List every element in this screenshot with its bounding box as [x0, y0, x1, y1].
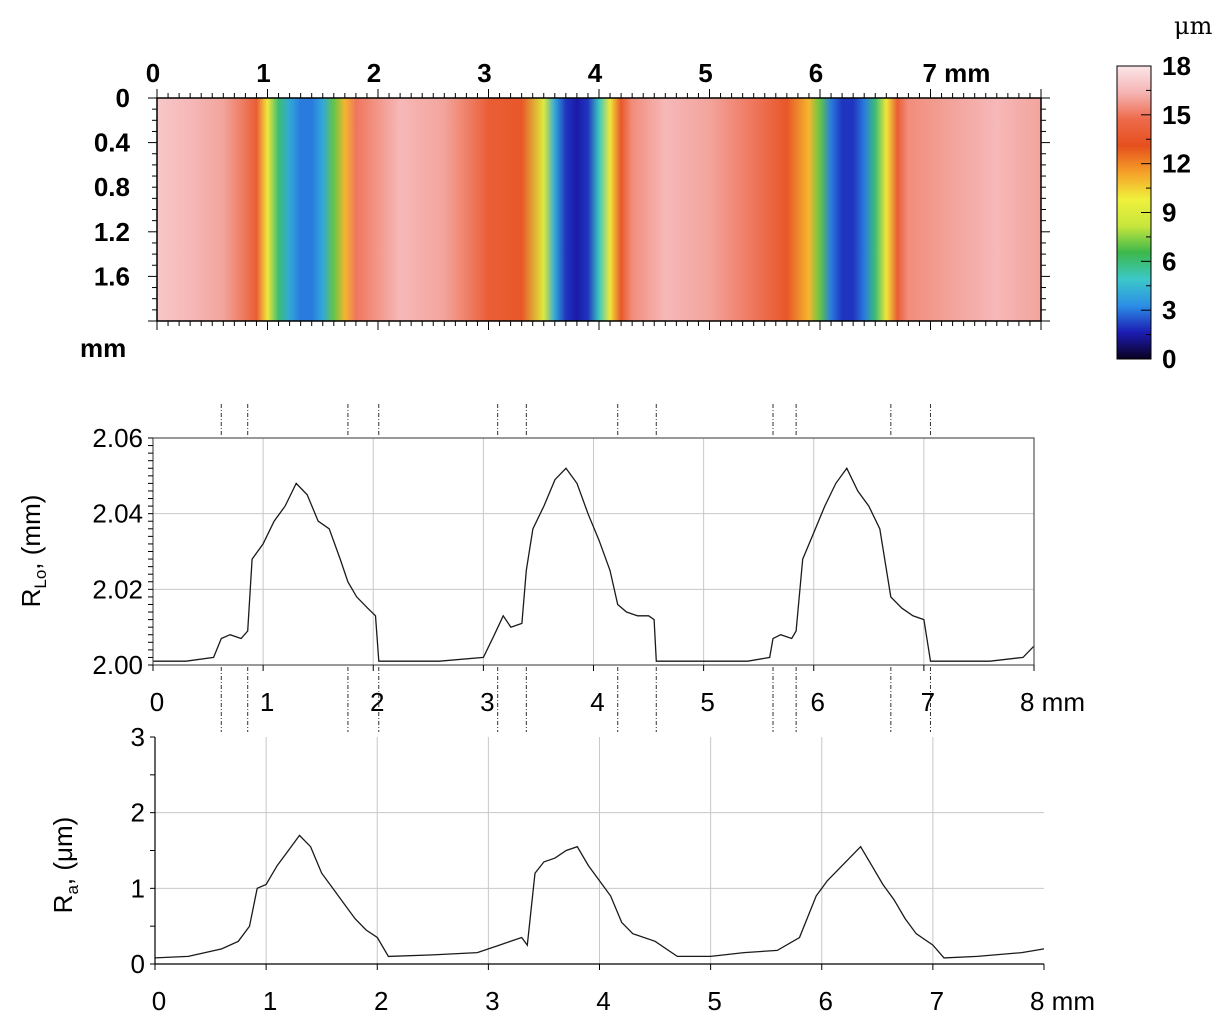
x-tick-label: 5 — [700, 687, 714, 717]
ra-y-tick-labels: 0 1 2 3 — [131, 722, 145, 979]
ra-x-tick-labels: 0 1 2 3 4 5 6 7 8 mm — [152, 986, 1095, 1014]
map-y-tick-label: 0.4 — [94, 128, 131, 158]
x-tick-label: 6 — [811, 687, 825, 717]
map-y-tick-label: 1.6 — [94, 261, 130, 291]
x-tick-label: 5 — [707, 986, 721, 1014]
ra-profile-line — [154, 834, 1045, 959]
x-tick-label: 4 — [596, 986, 610, 1014]
colorbar-ticks: 18 15 12 9 6 3 0 — [1141, 51, 1191, 374]
rlo-boundary-markers — [220, 404, 931, 732]
y-tick-label: 2.00 — [92, 650, 143, 680]
y-tick-label: 2 — [131, 798, 145, 828]
x-tick-label: 6 — [819, 986, 833, 1014]
x-tick-label: 2 — [374, 986, 388, 1014]
x-tick-label: 1 — [263, 986, 277, 1014]
ra-axis-ticks — [150, 736, 1045, 970]
ra-y-axis-label: Ra, (μm) — [48, 817, 82, 914]
y-tick-label: 1 — [131, 873, 145, 903]
x-tick-label: 7 — [930, 986, 944, 1014]
x-tick-label: 3 — [485, 986, 499, 1014]
ra-profile-panel: 0 1 2 3 4 5 6 7 8 mm 0 1 2 3 Ra, (μm) — [48, 722, 1095, 1014]
height-map-y-tick-labels: 0 0.4 0.8 1.2 1.6 — [94, 83, 131, 291]
map-x-tick-label: 4 — [588, 58, 603, 88]
x-tick-label: 2 — [370, 687, 384, 717]
y-tick-label: 2.06 — [92, 423, 143, 453]
rlo-y-axis-label: RLo, (mm) — [16, 495, 50, 608]
map-x-tick-label: 0 — [146, 58, 160, 88]
map-y-tick-label: 0 — [116, 83, 130, 113]
height-map-y-axis-label: mm — [80, 333, 126, 363]
x-tick-label: 0 — [150, 687, 164, 717]
y-tick-label: 2.02 — [92, 574, 143, 604]
height-map-image — [157, 98, 1041, 321]
x-tick-label: 7 — [921, 687, 935, 717]
colorbar-tick-label: 18 — [1162, 51, 1191, 81]
y-tick-label: 2.04 — [92, 499, 143, 529]
map-x-tick-label: 7 mm — [923, 58, 991, 88]
map-x-tick-label: 1 — [256, 58, 270, 88]
map-x-tick-label: 6 — [809, 58, 823, 88]
colorbar-tick-label: 0 — [1162, 344, 1176, 374]
height-map-x-tick-labels: 0 1 2 3 4 5 6 7 mm — [146, 58, 991, 88]
x-tick-label: 3 — [480, 687, 494, 717]
map-x-tick-label: 2 — [367, 58, 381, 88]
colorbar-tick-label: 3 — [1162, 295, 1176, 325]
rlo-y-tick-labels: 2.00 2.02 2.04 2.06 — [92, 423, 143, 680]
x-tick-label: 8 mm — [1030, 986, 1095, 1014]
x-tick-label: 1 — [260, 687, 274, 717]
map-y-tick-label: 0.8 — [94, 172, 130, 202]
rlo-x-tick-labels: 0 1 2 3 4 5 6 7 8 mm — [150, 687, 1085, 717]
height-map-panel: 0 1 2 3 4 5 6 7 mm 0 0.4 0.8 1.2 1.6 mm — [80, 58, 1050, 363]
ra-gridlines — [155, 737, 1044, 964]
rlo-axis-ticks — [148, 437, 1035, 671]
x-tick-label: 4 — [590, 687, 604, 717]
x-tick-label: 8 mm — [1020, 687, 1085, 717]
x-tick-label: 0 — [152, 986, 166, 1014]
map-x-tick-label: 5 — [698, 58, 712, 88]
rlo-profile-line — [153, 467, 1035, 662]
rlo-profile-panel: 0 1 2 3 4 5 6 7 8 mm 2.00 2.02 2.04 2.06 RLo, (mm) — [16, 404, 1085, 732]
colorbar-tick-label: 9 — [1162, 198, 1176, 228]
rlo-gridlines — [153, 438, 1034, 665]
colorbar-unit: μm — [1174, 12, 1213, 40]
height-map-ticks — [148, 89, 1050, 330]
colorbar-tick-label: 6 — [1162, 246, 1176, 276]
map-y-tick-label: 1.2 — [94, 217, 130, 247]
y-tick-label: 3 — [131, 722, 145, 752]
colorbar: 18 15 12 9 6 3 0 μm — [1116, 12, 1213, 374]
colorbar-tick-label: 12 — [1162, 149, 1191, 179]
colorbar-tick-label: 15 — [1162, 100, 1191, 130]
y-tick-label: 0 — [131, 949, 145, 979]
map-x-tick-label: 3 — [477, 58, 491, 88]
